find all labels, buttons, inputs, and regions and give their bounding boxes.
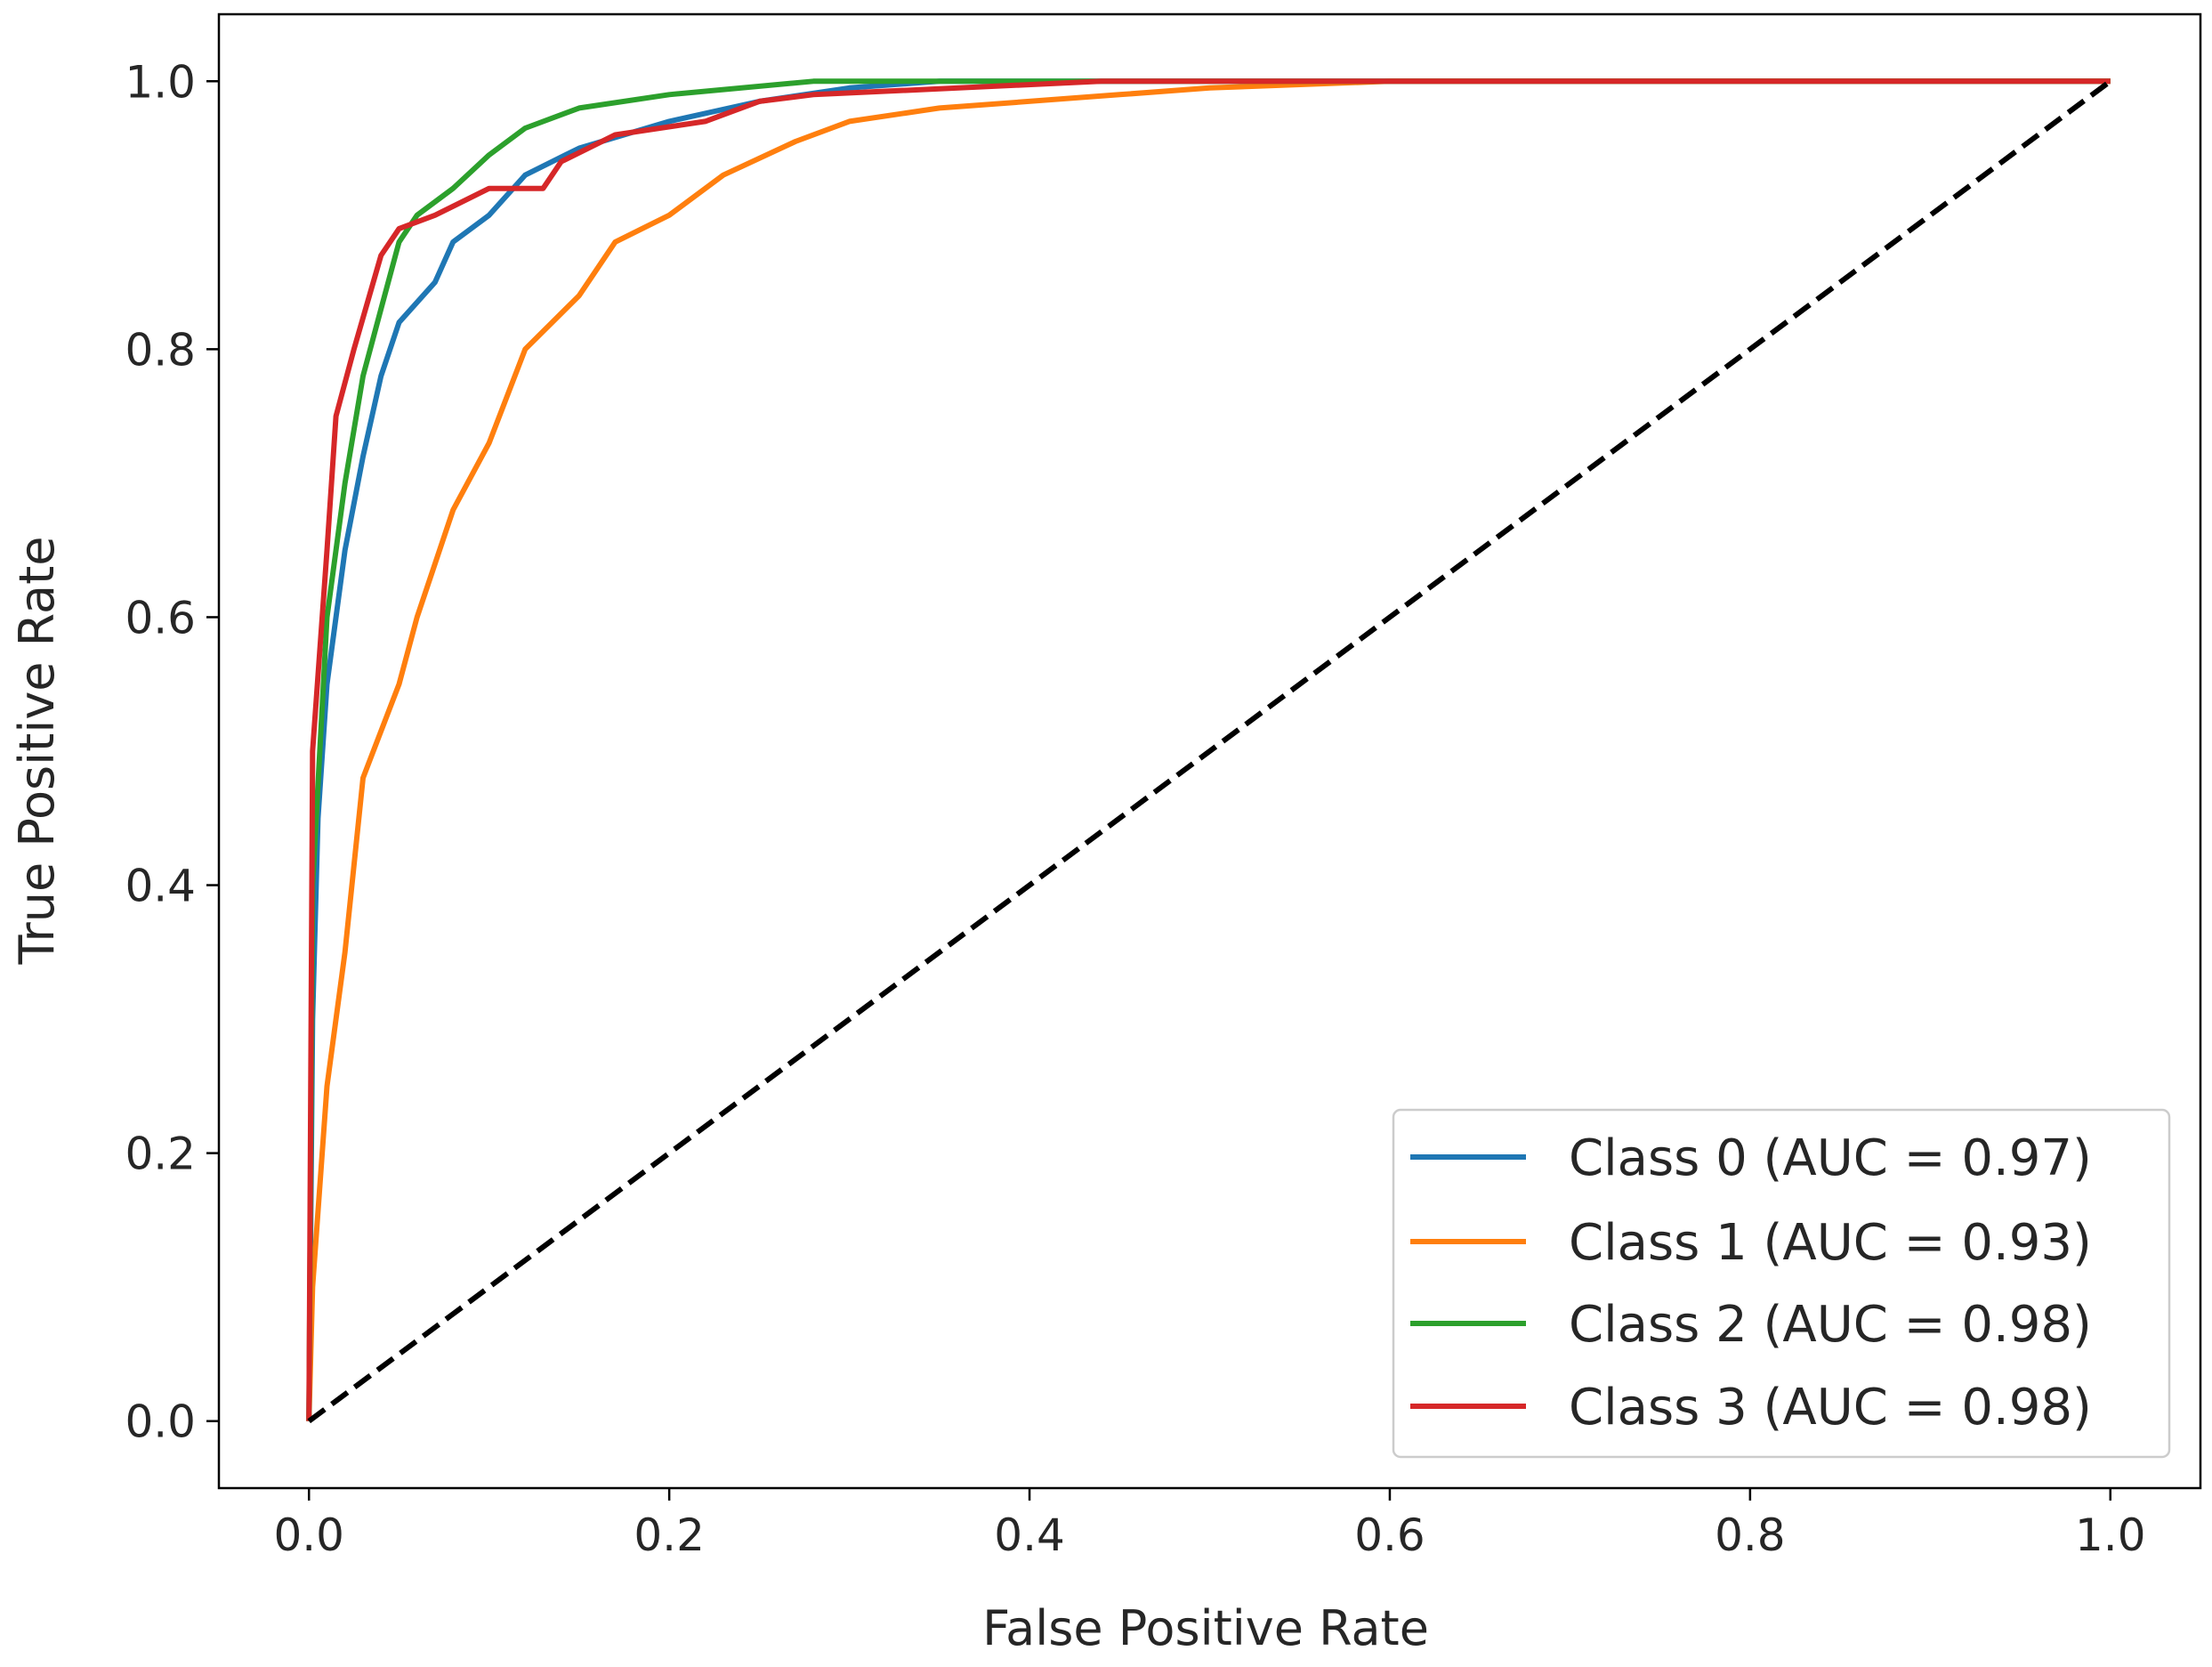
x-tick-label: 0.4 (994, 1509, 1065, 1561)
legend-label-class-0: Class 0 (AUC = 0.97) (1569, 1129, 2092, 1187)
legend-label-class-3: Class 3 (AUC = 0.98) (1569, 1379, 2092, 1436)
x-axis-label: False Positive Rate (982, 1600, 1429, 1656)
y-axis: 0.0 0.2 0.4 0.6 0.8 1.0 (125, 56, 219, 1448)
y-tick-label: 0.6 (125, 592, 196, 643)
x-tick-label: 0.0 (273, 1509, 344, 1561)
plot-area (306, 78, 2112, 1424)
legend: Class 0 (AUC = 0.97) Class 1 (AUC = 0.93)… (1392, 1108, 2171, 1459)
x-tick-label: 1.0 (2075, 1509, 2146, 1561)
legend-label-class-2: Class 2 (AUC = 0.98) (1569, 1296, 2092, 1354)
y-tick-label: 0.0 (125, 1396, 196, 1448)
y-tick-label: 1.0 (125, 56, 196, 108)
y-tick-label: 0.2 (125, 1129, 196, 1180)
x-tick-label: 0.8 (1715, 1509, 1786, 1561)
roc-curve-class-1 (306, 78, 2111, 1421)
x-axis: 0.0 0.2 0.4 0.6 0.8 1.0 (273, 1488, 2146, 1561)
x-tick-label: 0.2 (634, 1509, 705, 1561)
y-axis-label: True Positive Rate (9, 536, 65, 965)
legend-box (1392, 1108, 2171, 1459)
y-tick-label: 0.4 (125, 861, 196, 912)
plot-frame (217, 12, 2202, 1490)
chance-diagonal-line (307, 78, 2112, 1424)
roc-curve-class-3 (306, 78, 2111, 1421)
roc-curve-class-2 (306, 78, 2111, 1421)
x-tick-label: 0.6 (1354, 1509, 1425, 1561)
legend-label-class-1: Class 1 (AUC = 0.93) (1569, 1214, 2092, 1272)
y-tick-label: 0.8 (125, 324, 196, 376)
